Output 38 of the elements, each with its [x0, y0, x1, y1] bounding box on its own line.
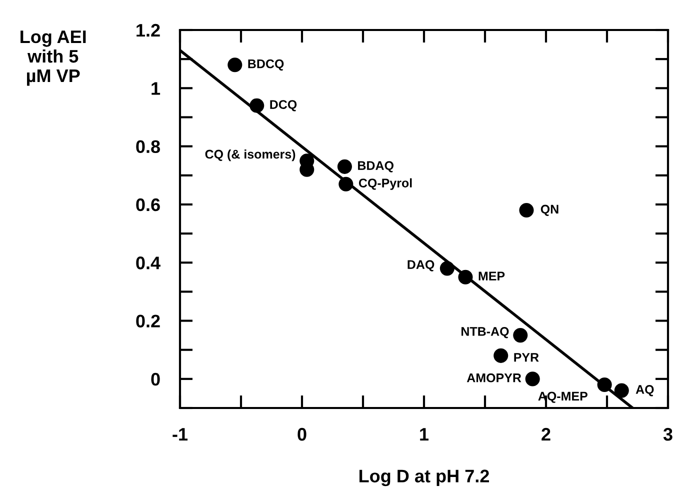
annotation: MEP: [478, 272, 505, 280]
annotation: AQ: [636, 385, 654, 396]
point: [519, 202, 534, 218]
x-tick-label: 1: [420, 428, 429, 441]
point: [614, 383, 629, 398]
point: [338, 176, 354, 192]
annotation: DCQ: [270, 100, 297, 112]
y-axis-title: Log AEI with 5 µM VP: [20, 30, 86, 86]
y-tick-label: 0.4: [136, 256, 160, 270]
y-tick-label: 0.6: [136, 198, 160, 212]
y-tick-label: 1.2: [136, 24, 160, 37]
point: [440, 261, 454, 276]
point: [337, 159, 352, 174]
y-tick-label: 0: [151, 372, 160, 386]
annotation: AMOPYR: [466, 373, 522, 382]
y-tick-label: 1: [152, 82, 160, 95]
y-tick-label: 0.2: [136, 314, 160, 328]
x-tick-label: -1: [172, 428, 188, 441]
annotation: CQ-Pyrol: [358, 178, 412, 190]
annotation: NTB-AQ: [462, 327, 509, 338]
annotation: BDCQ: [248, 59, 284, 71]
annotation: PYR: [514, 353, 539, 362]
x-tick-label: 0: [298, 428, 306, 441]
annotation: QN: [540, 204, 558, 216]
point: [525, 372, 540, 386]
y-tick-label: 0.8: [136, 140, 160, 154]
point: [494, 348, 508, 363]
point: [250, 98, 264, 113]
x-tick-label: 3: [663, 428, 672, 441]
annotation: CQ (& isomers): [205, 149, 296, 162]
x-tick-label: 2: [542, 428, 550, 441]
point: [228, 58, 242, 72]
annotation: BDAQ: [358, 161, 394, 172]
x-axis-title: Log D at pH 7.2: [360, 470, 489, 486]
annotation: DAQ: [408, 260, 434, 272]
point: [513, 328, 528, 343]
point: [458, 270, 473, 284]
point: [597, 377, 612, 392]
